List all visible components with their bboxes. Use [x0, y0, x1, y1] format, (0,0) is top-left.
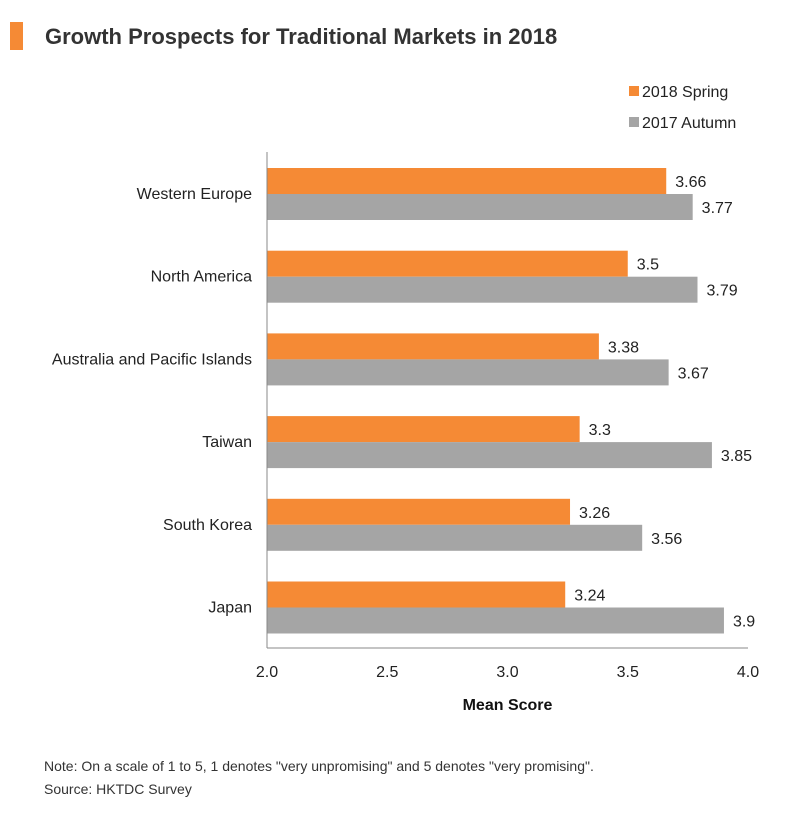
data-label: 3.3	[589, 422, 611, 439]
x-tick-label: 2.5	[376, 664, 398, 681]
data-label: 3.79	[706, 283, 737, 300]
legend-swatch	[629, 117, 639, 127]
bar	[267, 581, 566, 608]
category-label: Australia and Pacific Islands	[52, 351, 252, 368]
x-axis-title: Mean Score	[463, 697, 553, 714]
x-tick-label: 3.0	[496, 664, 518, 681]
category-label: Taiwan	[202, 434, 252, 451]
legend-swatch	[629, 86, 639, 96]
bar	[267, 276, 698, 303]
bar	[267, 250, 628, 277]
data-label: 3.85	[721, 448, 752, 465]
x-tick-label: 3.5	[617, 664, 639, 681]
data-label: 3.38	[608, 339, 639, 356]
chart-source: Source: HKTDC Survey	[44, 781, 192, 797]
data-label: 3.26	[579, 505, 610, 522]
title-accent-bar	[10, 22, 23, 50]
bar	[267, 194, 693, 220]
bar	[267, 168, 667, 194]
chart-note: Note: On a scale of 1 to 5, 1 denotes "v…	[44, 758, 594, 774]
category-label: Western Europe	[137, 186, 252, 203]
bar	[267, 333, 599, 360]
data-label: 3.56	[651, 531, 682, 548]
data-label: 3.5	[637, 257, 659, 274]
legend-label: 2017 Autumn	[642, 115, 736, 132]
category-label: Japan	[208, 600, 252, 617]
bar	[267, 359, 669, 386]
data-label: 3.24	[574, 588, 605, 605]
data-label: 3.77	[702, 200, 733, 217]
x-tick-label: 4.0	[737, 664, 759, 681]
bar	[267, 524, 643, 551]
chart-title: Growth Prospects for Traditional Markets…	[45, 24, 558, 49]
bar	[267, 416, 580, 443]
bar	[267, 442, 712, 469]
data-label: 3.67	[678, 365, 709, 382]
category-label: North America	[151, 269, 252, 286]
x-tick-label: 2.0	[256, 664, 278, 681]
bar	[267, 498, 571, 525]
bar	[267, 607, 724, 634]
data-label: 3.9	[733, 614, 755, 631]
category-label: South Korea	[163, 517, 252, 534]
legend-label: 2018 Spring	[642, 84, 728, 101]
data-label: 3.66	[675, 174, 706, 191]
